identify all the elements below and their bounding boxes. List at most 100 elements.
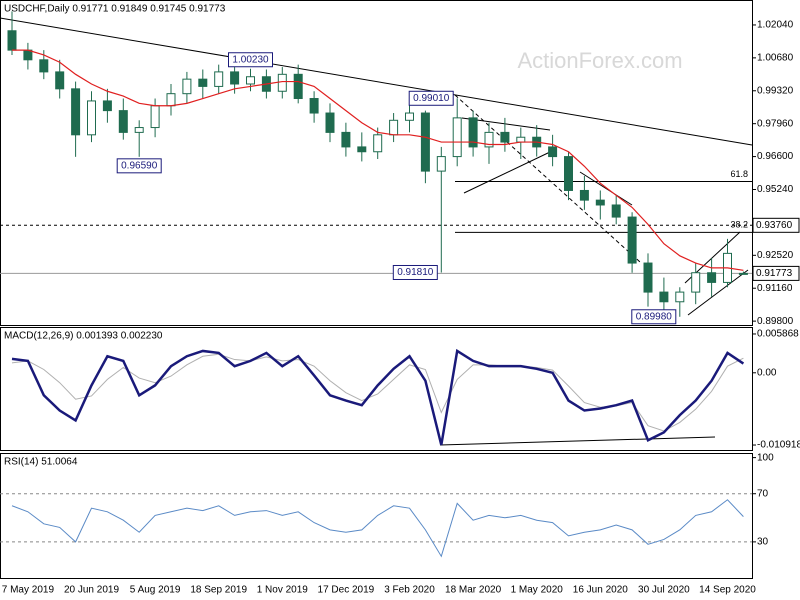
annotation-box — [116, 158, 162, 174]
x-tick-label: 5 Aug 2019 — [130, 585, 181, 596]
candle-body — [246, 76, 255, 85]
candle-body — [516, 136, 526, 143]
y-tick-label: -0.010918 — [757, 440, 800, 451]
fib-label: 61.8 — [730, 169, 748, 179]
candle-body — [579, 189, 589, 201]
candle-body — [548, 146, 558, 158]
candle-body — [436, 156, 446, 172]
y-tick-label: 30 — [757, 537, 769, 548]
x-tick-label: 16 Jun 2020 — [573, 585, 628, 596]
watermark: ActionForex.com — [517, 48, 682, 73]
candle-body — [277, 73, 287, 92]
annotation-box — [631, 309, 677, 325]
x-tick-label: 20 Jun 2019 — [64, 585, 119, 596]
trend-line — [687, 269, 749, 316]
level-box — [752, 217, 800, 233]
divergence-line — [439, 436, 716, 446]
candle-body — [627, 216, 637, 264]
candle-body — [389, 119, 399, 136]
candle-body — [166, 93, 176, 107]
candle-body — [691, 272, 701, 293]
candle-body — [182, 78, 192, 95]
price-title: USDCHF,Daily 0.91771 0.91849 0.91745 0.9… — [4, 4, 226, 15]
candle-body — [87, 100, 96, 136]
candle-body — [420, 112, 430, 172]
y-tick-label: 0.91160 — [757, 283, 793, 294]
candle-body — [500, 131, 510, 143]
candle-body — [325, 112, 335, 133]
candle-body — [150, 105, 160, 129]
candle-body — [39, 59, 49, 73]
y-tick-label: 0.92520 — [757, 250, 794, 261]
trend-line — [454, 94, 641, 263]
y-tick-label: 1.00680 — [757, 53, 794, 64]
x-tick-label: 1 Nov 2019 — [257, 585, 309, 596]
candle-body — [309, 98, 319, 114]
candle-body — [659, 291, 669, 303]
macd-frame — [0, 327, 753, 451]
candle-body — [707, 272, 717, 283]
candle-body — [214, 71, 224, 87]
candle-body — [738, 272, 748, 275]
x-tick-label: 3 Feb 2020 — [384, 585, 435, 596]
y-tick-label: 0.97960 — [757, 118, 794, 129]
candle-body — [405, 112, 414, 121]
candle-body — [7, 30, 17, 51]
y-tick-label: 1.02040 — [757, 20, 794, 31]
moving-average — [12, 49, 744, 271]
candle-body — [230, 71, 240, 85]
annotation-box — [228, 52, 273, 68]
macd-line — [11, 348, 745, 446]
candle-body — [452, 117, 462, 158]
candle-body — [357, 146, 367, 153]
level-label: 0.91773 — [756, 268, 793, 279]
candle-body — [55, 71, 65, 90]
trend-lines — [0, 17, 753, 446]
annotation-label: 0.91810 — [397, 267, 434, 278]
candle-body — [484, 131, 494, 148]
annotation-box — [408, 90, 454, 106]
y-tick-label: 0.99320 — [757, 85, 794, 96]
rsi-line — [11, 499, 744, 558]
candle-body — [373, 134, 383, 153]
y-tick-label: 100 — [757, 452, 774, 463]
annotation-label: 0.96590 — [121, 160, 158, 171]
x-tick-label: 1 May 2020 — [511, 585, 564, 596]
candle-body — [134, 127, 144, 133]
y-tick-label: 0.96600 — [757, 151, 794, 162]
candle-body — [102, 100, 112, 112]
candle-body — [595, 199, 605, 206]
rsi-frame — [0, 453, 753, 579]
candle-body — [468, 117, 478, 148]
macd-title: MACD(12,26,9) 0.001393 0.002230 — [4, 331, 163, 342]
trend-line — [579, 171, 633, 206]
candle-body — [564, 156, 573, 191]
candle-body — [71, 88, 81, 136]
annotation-label: 0.89980 — [636, 311, 673, 322]
candle-body — [675, 291, 685, 303]
price-frame — [0, 0, 753, 326]
y-tick-label: 0.89800 — [757, 316, 794, 327]
x-tick-label: 18 Sep 2019 — [190, 585, 247, 596]
annotation-label: 1.00230 — [232, 54, 269, 65]
candle-body — [293, 73, 303, 100]
y-tick-label: 0.005868 — [757, 329, 799, 340]
y-tick-label: 0.00 — [757, 367, 777, 378]
candle-body — [118, 110, 128, 133]
x-tick-label: 17 Dec 2019 — [318, 585, 375, 596]
candle-body — [198, 78, 208, 87]
candle-body — [341, 131, 351, 148]
level-box — [752, 265, 800, 281]
trend-line — [0, 17, 753, 146]
y-tick-label: 0.95240 — [757, 184, 794, 195]
y-tick-label: 70 — [757, 488, 769, 499]
x-tick-label: 30 Jul 2020 — [638, 585, 690, 596]
annotation-label: 0.99010 — [413, 93, 450, 104]
x-tick-label: 14 Sep 2020 — [699, 585, 756, 596]
x-tick-label: 18 Mar 2020 — [445, 585, 502, 596]
signal-line — [11, 353, 744, 432]
annotation-box — [392, 264, 438, 280]
trend-line — [463, 151, 551, 194]
rsi-title: RSI(14) 51.0064 — [4, 457, 78, 468]
